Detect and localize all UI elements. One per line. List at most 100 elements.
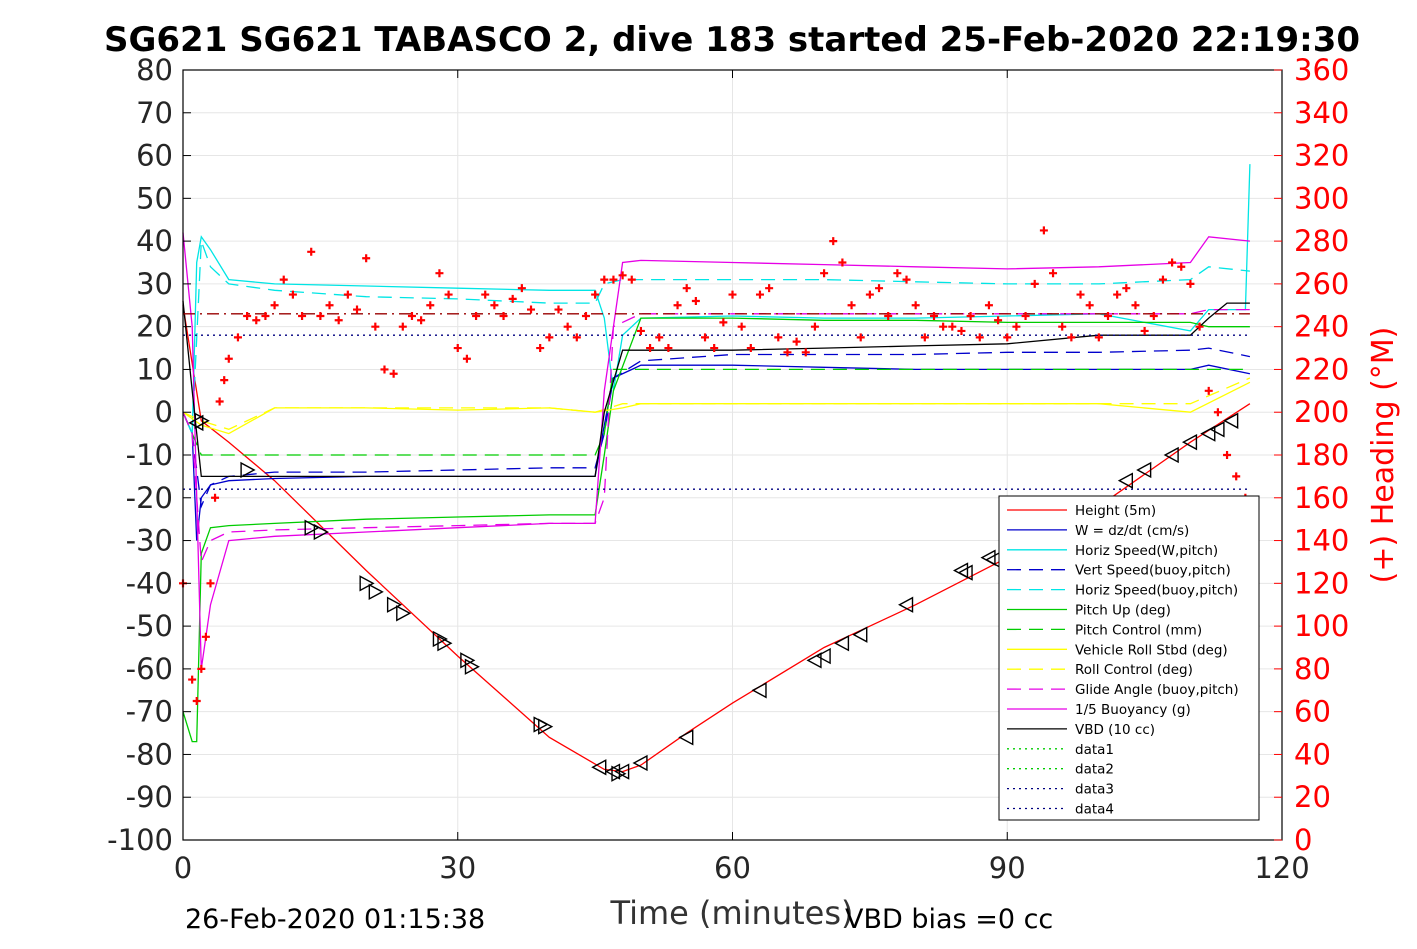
legend-label-3: Vert Speed(buoy,pitch) (1075, 563, 1231, 579)
climb-marker (852, 626, 868, 643)
legend-label-10: 1/5 Buoyancy (g) (1075, 702, 1191, 718)
heading-point (508, 294, 517, 303)
y-tick-label: -20 (126, 481, 173, 515)
heading-point (655, 333, 664, 342)
y-tick-label: 70 (136, 96, 173, 130)
legend-label-13: data2 (1075, 762, 1114, 778)
legend-label-4: Horiz Speed(buoy,pitch) (1075, 583, 1238, 599)
y-tick-label: -80 (126, 737, 173, 771)
dive-marker (304, 519, 320, 536)
heading-point (682, 284, 691, 293)
heading-point (192, 696, 201, 705)
heading-point (911, 301, 920, 310)
y-right-tick-label: 160 (1294, 481, 1349, 515)
y-tick-label: -30 (126, 524, 173, 558)
climb-marker (1136, 461, 1152, 479)
heading-point (462, 354, 471, 363)
y-right-tick-label: 180 (1294, 438, 1349, 472)
heading-point (1232, 472, 1241, 481)
heading-point (1113, 290, 1122, 299)
y-right-tick-label: 240 (1294, 310, 1349, 344)
y-tick-label: 40 (136, 224, 173, 258)
legend-label-0: Height (5m) (1075, 503, 1156, 519)
heading-point (380, 365, 389, 374)
heading-point (1076, 290, 1085, 299)
series-line-10 (182, 232, 1250, 669)
heading-point (453, 344, 462, 353)
heading-point (627, 275, 636, 284)
heading-point (279, 275, 288, 284)
heading-point (755, 290, 764, 299)
dive-marker (194, 412, 210, 429)
heading-point (243, 311, 252, 320)
series-line-5 (182, 317, 1250, 743)
heading-point (536, 344, 545, 353)
heading-point (545, 333, 554, 342)
heading-point (362, 254, 371, 263)
climb-marker (1181, 433, 1198, 451)
footer-vbd-bias: VBD bias =0 cc (845, 904, 1053, 935)
climb-marker (751, 682, 767, 699)
y-tick-label: -50 (126, 609, 173, 643)
series-line-3 (182, 347, 1251, 509)
heading-point (920, 333, 929, 342)
heading-point (1067, 333, 1076, 342)
heading-point (710, 344, 719, 353)
heading-point (810, 322, 819, 331)
heading-point (746, 344, 755, 353)
y-tick-label: 80 (136, 53, 173, 87)
y-right-tick-label: 340 (1294, 96, 1349, 130)
heading-point (1149, 311, 1158, 320)
y-right-tick-label: 80 (1294, 652, 1331, 686)
footer-timestamp: 26-Feb-2020 01:15:38 (185, 904, 485, 935)
x-tick-label: 0 (174, 851, 192, 885)
heading-point (288, 290, 297, 299)
heading-point (719, 318, 728, 327)
heading-point (765, 284, 774, 293)
y-tick-label: -100 (107, 823, 173, 857)
y-axis-right-label: (+) Heading (°M) (1366, 327, 1401, 584)
heading-point (646, 344, 655, 353)
heading-point (929, 311, 938, 320)
heading-point (975, 333, 984, 342)
heading-point (984, 301, 993, 310)
heading-point (1039, 226, 1048, 235)
heading-point (774, 333, 783, 342)
heading-point (417, 316, 426, 325)
climb-marker (957, 564, 973, 581)
heading-point (334, 316, 343, 325)
climb-marker (614, 763, 630, 780)
heading-point (1030, 279, 1039, 288)
heading-point (481, 290, 490, 299)
heading-point (206, 579, 215, 588)
heading-point (1003, 333, 1012, 342)
heading-point (829, 237, 838, 246)
legend-label-14: data3 (1075, 782, 1114, 798)
heading-point (673, 301, 682, 310)
heading-point (224, 354, 233, 363)
y-tick-label: 50 (136, 181, 173, 215)
heading-point (1177, 262, 1186, 271)
heading-point (1186, 279, 1195, 288)
climb-marker (604, 763, 621, 780)
y-tick-label: 30 (136, 267, 173, 301)
heading-point (435, 269, 444, 278)
climb-marker (833, 635, 850, 652)
heading-point (499, 311, 508, 320)
heading-point (517, 284, 526, 293)
legend: Height (5m) W = dz/dt (cm/s) Horiz Speed(W… (998, 495, 1260, 821)
heading-point (325, 301, 334, 310)
y-tick-label: -60 (126, 652, 173, 686)
x-tick-label: 90 (989, 851, 1026, 885)
heading-point (737, 322, 746, 331)
heading-point (820, 269, 829, 278)
heading-point (994, 316, 1003, 325)
heading-point (1140, 326, 1149, 335)
chart-title: SG621 SG621 TABASCO 2, dive 183 started … (104, 20, 1360, 60)
heading-point (801, 348, 810, 357)
legend-label-15: data4 (1075, 802, 1114, 818)
climb-marker (1163, 446, 1179, 464)
climb-marker (188, 414, 204, 432)
heading-point (691, 297, 700, 305)
